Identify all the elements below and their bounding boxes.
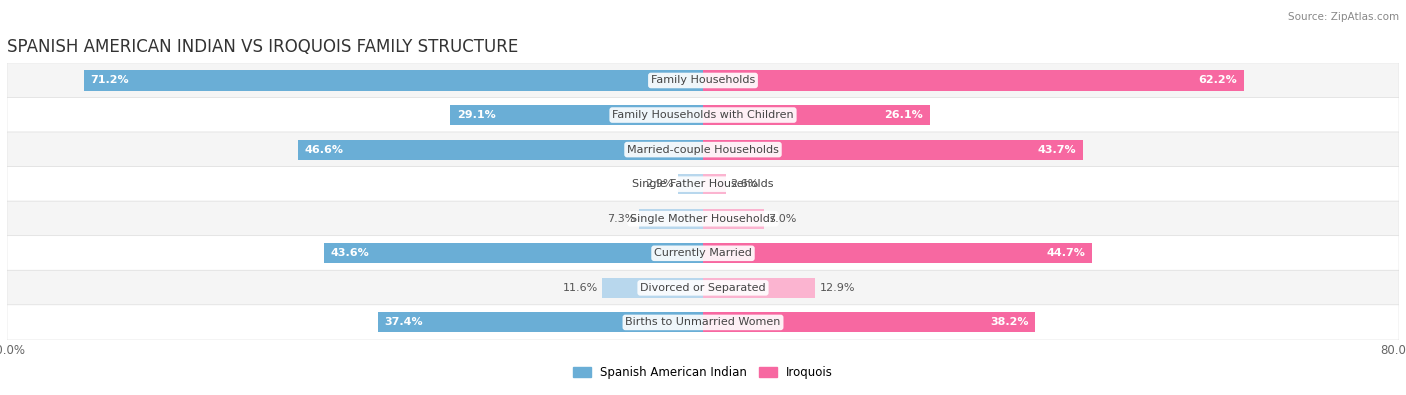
- FancyBboxPatch shape: [7, 167, 1399, 202]
- Text: Married-couple Households: Married-couple Households: [627, 145, 779, 154]
- Text: 7.0%: 7.0%: [768, 214, 797, 224]
- FancyBboxPatch shape: [7, 132, 1399, 167]
- FancyBboxPatch shape: [7, 270, 1399, 305]
- Bar: [703, 139, 1083, 160]
- Bar: [640, 209, 703, 229]
- Text: Divorced or Separated: Divorced or Separated: [640, 283, 766, 293]
- Bar: [703, 209, 763, 229]
- Text: Family Households with Children: Family Households with Children: [612, 110, 794, 120]
- Text: 29.1%: 29.1%: [457, 110, 495, 120]
- Bar: [83, 70, 703, 90]
- Text: SPANISH AMERICAN INDIAN VS IROQUOIS FAMILY STRUCTURE: SPANISH AMERICAN INDIAN VS IROQUOIS FAMI…: [7, 38, 519, 56]
- Bar: [298, 139, 703, 160]
- Text: Source: ZipAtlas.com: Source: ZipAtlas.com: [1288, 12, 1399, 22]
- Text: Currently Married: Currently Married: [654, 248, 752, 258]
- Bar: [602, 278, 703, 298]
- Text: 38.2%: 38.2%: [990, 318, 1028, 327]
- Text: Single Mother Households: Single Mother Households: [630, 214, 776, 224]
- Text: 11.6%: 11.6%: [562, 283, 598, 293]
- Legend: Spanish American Indian, Iroquois: Spanish American Indian, Iroquois: [568, 361, 838, 384]
- FancyBboxPatch shape: [7, 236, 1399, 271]
- Bar: [703, 174, 725, 194]
- FancyBboxPatch shape: [7, 63, 1399, 98]
- Text: 2.6%: 2.6%: [730, 179, 758, 189]
- Bar: [323, 243, 703, 263]
- Text: 43.6%: 43.6%: [330, 248, 370, 258]
- Text: 26.1%: 26.1%: [884, 110, 924, 120]
- Bar: [450, 105, 703, 125]
- Text: Family Households: Family Households: [651, 75, 755, 85]
- Bar: [703, 312, 1035, 333]
- Text: 2.9%: 2.9%: [645, 179, 673, 189]
- Text: 46.6%: 46.6%: [305, 145, 343, 154]
- Text: 44.7%: 44.7%: [1046, 248, 1085, 258]
- Text: 71.2%: 71.2%: [90, 75, 129, 85]
- Text: 37.4%: 37.4%: [385, 318, 423, 327]
- Text: Births to Unmarried Women: Births to Unmarried Women: [626, 318, 780, 327]
- Bar: [378, 312, 703, 333]
- FancyBboxPatch shape: [7, 305, 1399, 340]
- Text: 12.9%: 12.9%: [820, 283, 855, 293]
- FancyBboxPatch shape: [7, 98, 1399, 133]
- FancyBboxPatch shape: [7, 201, 1399, 236]
- Bar: [703, 243, 1092, 263]
- Bar: [703, 105, 929, 125]
- Bar: [678, 174, 703, 194]
- Text: 62.2%: 62.2%: [1198, 75, 1237, 85]
- Bar: [703, 70, 1244, 90]
- Text: 43.7%: 43.7%: [1038, 145, 1076, 154]
- Bar: [703, 278, 815, 298]
- Text: Single Father Households: Single Father Households: [633, 179, 773, 189]
- Text: 7.3%: 7.3%: [607, 214, 636, 224]
